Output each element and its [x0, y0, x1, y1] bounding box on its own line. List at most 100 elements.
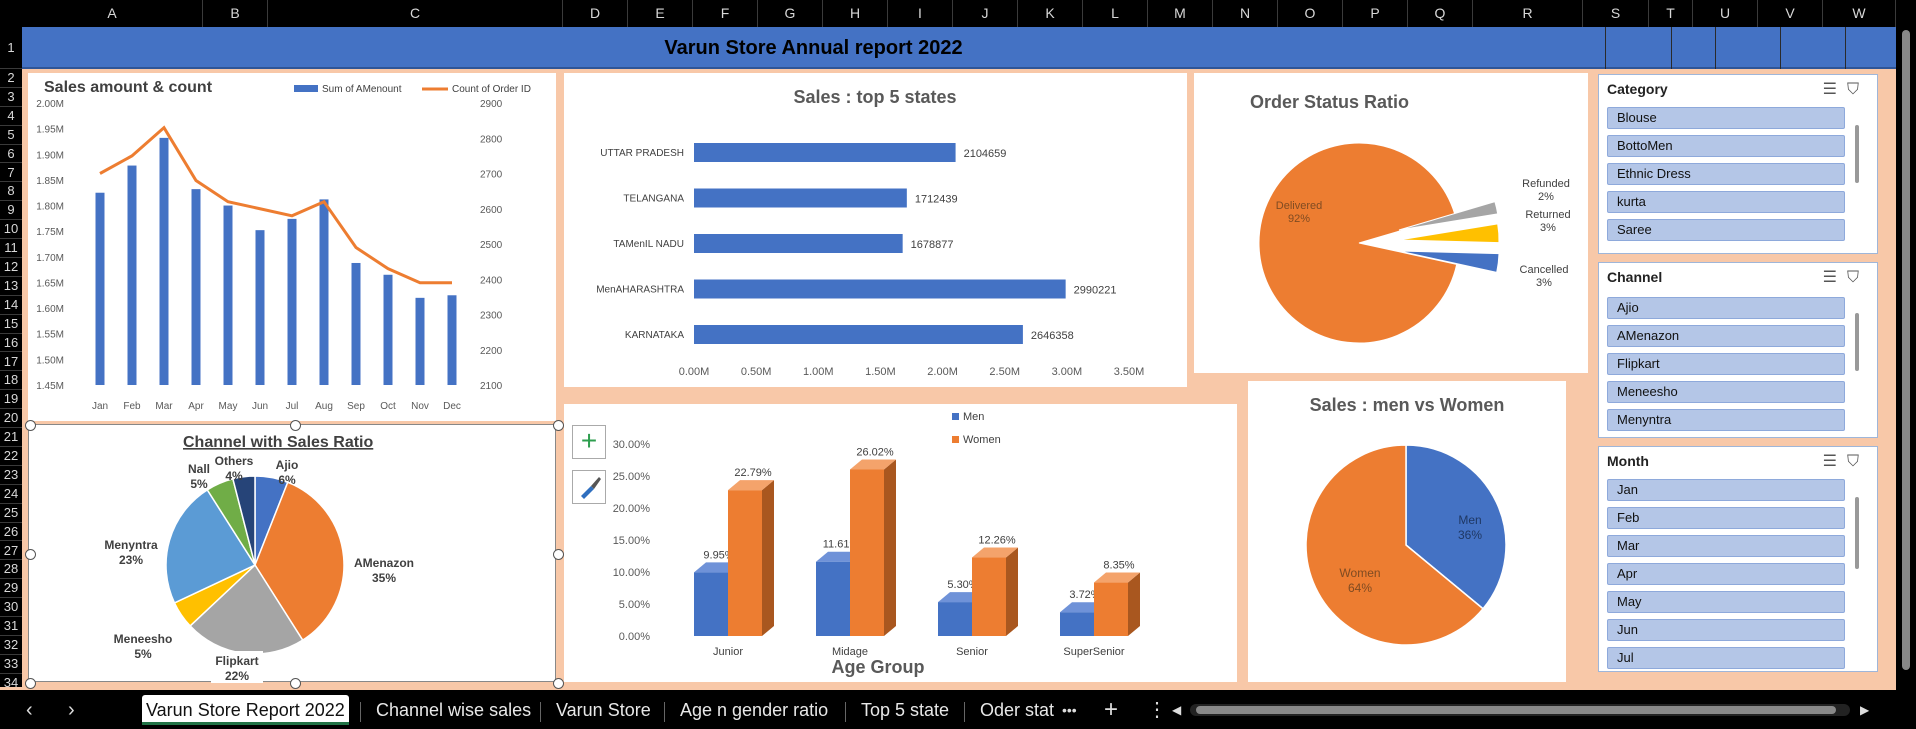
- tab-next-button[interactable]: ›: [68, 699, 75, 721]
- row-header[interactable]: 29: [0, 579, 22, 599]
- sheet-menu-button[interactable]: ⋮: [1147, 699, 1167, 721]
- slicer-item[interactable]: Jun: [1607, 619, 1845, 641]
- column-header[interactable]: T: [1649, 0, 1693, 27]
- slicer-item[interactable]: AMenazon: [1607, 325, 1845, 347]
- row-header[interactable]: 11: [0, 239, 22, 258]
- slicer-item[interactable]: Saree: [1607, 219, 1845, 241]
- slicer-item[interactable]: Flipkart: [1607, 353, 1845, 375]
- column-header[interactable]: P: [1343, 0, 1408, 27]
- top-states-chart[interactable]: Sales : top 5 states 0.00M 0.50M 1.00M 1.50…: [564, 73, 1187, 387]
- gender-pie-chart[interactable]: Sales : men vs Women Men 36% Women 64%: [1248, 381, 1566, 682]
- more-tabs-button[interactable]: •••: [1062, 702, 1077, 718]
- row-header[interactable]: 22: [0, 447, 22, 466]
- column-header[interactable]: E: [628, 0, 693, 27]
- row-header[interactable]: 14: [0, 296, 22, 315]
- slicer-item[interactable]: Ethnic Dress: [1607, 163, 1845, 185]
- column-header[interactable]: L: [1083, 0, 1148, 27]
- row-header[interactable]: 24: [0, 485, 22, 504]
- channel-slicer[interactable]: Channel ☰⛉ Ajio AMenazon Flipkart Meneesho M…: [1598, 262, 1878, 438]
- scroll-right-arrow[interactable]: ▶: [1860, 703, 1870, 717]
- clear-filter-icon[interactable]: ⛉: [1846, 453, 1869, 470]
- slicer-item[interactable]: Ajio: [1607, 297, 1845, 319]
- row-header[interactable]: 25: [0, 504, 22, 523]
- sheet-tab[interactable]: Channel wise sales: [376, 700, 532, 720]
- column-header[interactable]: O: [1278, 0, 1343, 27]
- sheet-tab[interactable]: Oder stat: [980, 700, 1055, 720]
- resize-handle[interactable]: [553, 549, 564, 560]
- resize-handle[interactable]: [25, 678, 36, 689]
- row-header[interactable]: 31: [0, 617, 22, 636]
- slicer-item[interactable]: BottoMen: [1607, 135, 1845, 157]
- row-header[interactable]: 21: [0, 428, 22, 447]
- slicer-scrollbar[interactable]: [1855, 125, 1859, 183]
- column-header[interactable]: Q: [1408, 0, 1473, 27]
- row-header[interactable]: 32: [0, 636, 22, 655]
- row-header[interactable]: 15: [0, 315, 22, 334]
- channel-pie-chart[interactable]: Channel with Sales Ratio Ajio 6% AMenazon 3…: [28, 424, 556, 685]
- multi-select-icon[interactable]: ☰: [1822, 269, 1847, 286]
- row-header[interactable]: 1: [0, 27, 22, 69]
- resize-handle[interactable]: [290, 678, 301, 689]
- sales-combo-chart[interactable]: Sales amount & count Sum of AMenount Cou…: [28, 73, 556, 421]
- age-gender-chart[interactable]: 0.00% 5.00% 10.00% 15.00% 20.00% 25.00% 30.00%…: [564, 404, 1237, 682]
- column-header[interactable]: N: [1213, 0, 1278, 27]
- chart-styles-button[interactable]: [572, 470, 606, 504]
- clear-filter-icon[interactable]: ⛉: [1846, 269, 1869, 286]
- row-header[interactable]: 2: [0, 69, 22, 88]
- row-header[interactable]: 18: [0, 371, 22, 391]
- scroll-left-arrow[interactable]: ◀: [1172, 703, 1182, 717]
- row-header[interactable]: 23: [0, 466, 22, 485]
- chart-elements-button[interactable]: +: [572, 425, 606, 459]
- slicer-item[interactable]: Jan: [1607, 479, 1845, 501]
- row-header[interactable]: 19: [0, 390, 22, 410]
- sheet-tab[interactable]: Age n gender ratio: [680, 700, 829, 720]
- column-header[interactable]: G: [758, 0, 823, 27]
- resize-handle[interactable]: [25, 420, 36, 431]
- month-slicer[interactable]: Month ☰⛉ Jan Feb Mar Apr May Jun Jul: [1598, 446, 1878, 672]
- column-header[interactable]: K: [1018, 0, 1083, 27]
- multi-select-icon[interactable]: ☰: [1822, 453, 1847, 470]
- column-header[interactable]: V: [1758, 0, 1823, 27]
- row-header[interactable]: 8: [0, 182, 22, 202]
- vertical-scroll-thumb[interactable]: [1902, 30, 1910, 670]
- resize-handle[interactable]: [290, 420, 301, 431]
- row-header[interactable]: 4: [0, 107, 22, 126]
- column-header[interactable]: M: [1148, 0, 1213, 27]
- tab-prev-button[interactable]: ‹: [26, 699, 33, 721]
- row-header[interactable]: 28: [0, 560, 22, 580]
- slicer-item[interactable]: Mar: [1607, 535, 1845, 557]
- column-header[interactable]: W: [1823, 0, 1896, 27]
- slicer-item[interactable]: Menyntra: [1607, 409, 1845, 431]
- row-header[interactable]: 27: [0, 542, 22, 561]
- column-header[interactable]: J: [953, 0, 1018, 27]
- column-header[interactable]: H: [823, 0, 888, 27]
- column-header[interactable]: D: [563, 0, 628, 27]
- slicer-scrollbar[interactable]: [1855, 313, 1859, 371]
- sheet-tab[interactable]: Varun Store: [556, 700, 651, 720]
- add-sheet-button[interactable]: +: [1104, 696, 1119, 723]
- row-header[interactable]: 7: [0, 164, 22, 183]
- slicer-item[interactable]: kurta: [1607, 191, 1845, 213]
- resize-handle[interactable]: [25, 549, 36, 560]
- row-header[interactable]: 5: [0, 126, 22, 145]
- row-header[interactable]: 20: [0, 409, 22, 429]
- column-header[interactable]: I: [888, 0, 953, 27]
- column-header[interactable]: C: [268, 0, 563, 27]
- row-header[interactable]: 17: [0, 353, 22, 372]
- clear-filter-icon[interactable]: ⛉: [1846, 81, 1869, 98]
- column-header[interactable]: U: [1693, 0, 1758, 27]
- column-header[interactable]: R: [1473, 0, 1583, 27]
- order-status-chart[interactable]: Order Status Ratio Delivered 92% Refunded 2…: [1194, 73, 1588, 373]
- horizontal-scroll-thumb[interactable]: [1196, 706, 1836, 714]
- row-header[interactable]: 12: [0, 258, 22, 277]
- slicer-item[interactable]: Feb: [1607, 507, 1845, 529]
- row-header[interactable]: 9: [0, 201, 22, 221]
- slicer-item[interactable]: Jul: [1607, 647, 1845, 669]
- row-header[interactable]: 26: [0, 523, 22, 542]
- resize-handle[interactable]: [553, 420, 564, 431]
- slicer-item[interactable]: May: [1607, 591, 1845, 613]
- row-header[interactable]: 3: [0, 88, 22, 107]
- sheet-tab[interactable]: Top 5 state: [861, 700, 950, 720]
- row-header[interactable]: 6: [0, 145, 22, 164]
- column-header[interactable]: S: [1583, 0, 1649, 27]
